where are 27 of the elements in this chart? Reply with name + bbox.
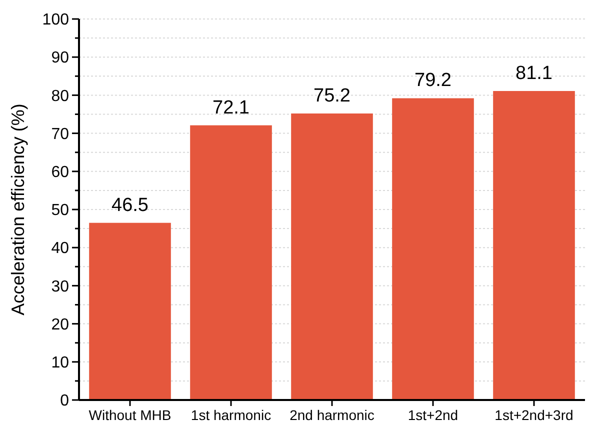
data-label: 79.2: [414, 70, 452, 92]
x-tick-label: 2nd harmonic: [290, 407, 374, 423]
y-tick-label: 100: [42, 12, 70, 29]
data-label: 46.5: [112, 194, 148, 216]
bar: [89, 222, 171, 400]
y-tick-label: 70: [51, 126, 70, 143]
y-tick-label: 10: [51, 354, 70, 372]
y-tick-label: 80: [51, 88, 70, 105]
data-label: 81.1: [516, 63, 552, 84]
y-tick-label: 0: [60, 392, 70, 410]
x-tick-label: 1st+2nd+3rd: [494, 407, 574, 423]
y-tick-label: 20: [51, 316, 70, 334]
y-tick-label: 30: [51, 278, 70, 296]
y-tick-label: 90: [51, 50, 70, 67]
x-tick-label: 1st+2nd: [408, 407, 458, 423]
x-tick-label: 1st harmonic: [190, 407, 272, 423]
bar: [190, 125, 272, 400]
x-tick-label: Without MHB: [88, 407, 172, 423]
y-tick-label: 40: [51, 240, 70, 258]
y-tick-label: 50: [51, 202, 70, 220]
data-label: 72.1: [212, 97, 250, 118]
y-tick-label: 60: [51, 164, 70, 181]
data-label: 75.2: [314, 85, 350, 106]
bar: [291, 113, 373, 400]
bar: [493, 91, 575, 400]
y-axis-title: Acceleration efficiency (%): [8, 104, 28, 316]
bar: [392, 98, 474, 400]
